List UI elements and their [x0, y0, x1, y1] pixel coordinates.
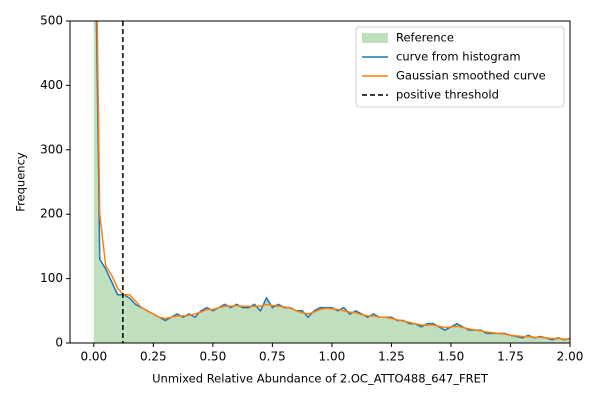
- x-tick-label: 1.00: [319, 350, 346, 364]
- axes-frame: [69, 20, 571, 344]
- y-tick-label: 300: [40, 142, 63, 156]
- legend-label: curve from histogram: [396, 50, 521, 64]
- y-axis-label: Frequency: [14, 152, 28, 212]
- x-axis-label: Unmixed Relative Abundance of 2.OC_ATTO4…: [152, 372, 489, 386]
- x-tick-label: 1.50: [438, 350, 465, 364]
- y-tick-label: 100: [40, 271, 63, 285]
- x-tick-label: 2.00: [557, 350, 584, 364]
- y-tick-label: 200: [40, 207, 63, 221]
- plot-area: [93, 21, 570, 343]
- legend-label: Reference: [396, 31, 454, 45]
- y-tick-label: 400: [40, 78, 63, 92]
- x-tick-label: 1.75: [497, 350, 524, 364]
- legend: Reference curve from histogram Gaussian sm…: [355, 26, 565, 108]
- x-tick-label: 0.25: [140, 350, 167, 364]
- series-line: [96, 21, 570, 340]
- x-tick-label: 0.50: [199, 350, 226, 364]
- x-tick-label: 0.00: [80, 350, 107, 364]
- y-tick-label: 500: [40, 14, 63, 28]
- legend-label: positive threshold: [396, 88, 499, 102]
- legend-box: [355, 26, 565, 108]
- x-tick-label: 0.75: [259, 350, 286, 364]
- reference-area: [93, 21, 570, 343]
- y-tick-label: 0: [55, 336, 63, 350]
- x-tick-label: 1.25: [378, 350, 405, 364]
- legend-label: Gaussian smoothed curve: [396, 69, 546, 83]
- legend-swatch: [362, 33, 388, 43]
